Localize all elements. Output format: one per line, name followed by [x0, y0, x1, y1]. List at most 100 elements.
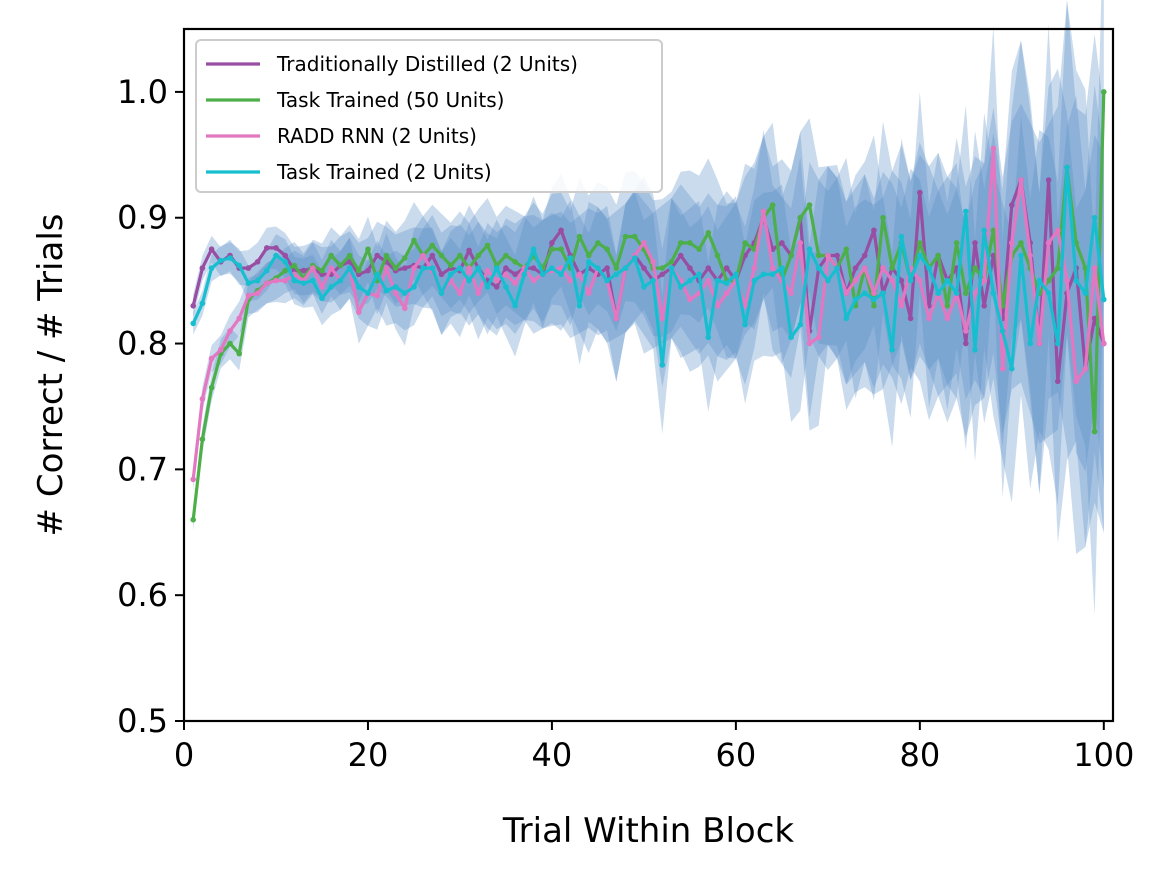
data-point: [227, 255, 233, 261]
data-point: [659, 271, 666, 278]
data-point: [208, 265, 215, 271]
series-3: [190, 164, 1107, 372]
data-point: [273, 252, 279, 259]
data-point: [319, 284, 325, 290]
data-point: [861, 265, 868, 271]
data-point: [733, 271, 739, 278]
data-point: [1009, 240, 1015, 246]
data-point: [871, 227, 877, 234]
data-point: [576, 303, 583, 309]
data-point: [484, 267, 491, 274]
data-point: [1091, 428, 1098, 435]
data-point: [466, 247, 472, 254]
data-point: [1082, 290, 1089, 297]
data-point: [356, 309, 362, 315]
data-point: [953, 290, 960, 297]
data-point: [963, 290, 969, 297]
data-point: [852, 265, 859, 271]
confidence-band-series-1: [193, 0, 1104, 616]
data-point: [705, 265, 712, 271]
data-point: [254, 290, 261, 297]
data-point: [558, 227, 564, 234]
data-point: [797, 240, 804, 246]
data-point: [917, 252, 923, 259]
data-point: [291, 262, 298, 269]
data-point: [714, 252, 721, 259]
data-point: [208, 355, 215, 362]
data-point: [585, 290, 592, 297]
data-point: [871, 290, 877, 297]
data-point: [723, 280, 730, 287]
x-tick-label: 100: [1073, 736, 1134, 774]
data-point: [972, 265, 978, 271]
data-point: [199, 436, 206, 443]
data-point: [650, 259, 656, 265]
data-point: [466, 277, 472, 284]
data-point: [714, 303, 721, 309]
data-point: [484, 242, 491, 249]
data-point: [402, 290, 408, 297]
legend: Traditionally Distilled (2 Units) Task Tr…: [195, 39, 663, 193]
data-point: [797, 321, 804, 328]
data-point: [1101, 89, 1107, 95]
data-point: [291, 277, 298, 284]
data-point: [264, 245, 270, 251]
data-point: [622, 265, 629, 271]
data-point: [1027, 340, 1033, 347]
legend-entry: Traditionally Distilled (2 Units): [206, 52, 578, 76]
data-point: [208, 246, 215, 252]
data-point: [788, 334, 794, 341]
data-point: [797, 214, 804, 221]
x-tick-label: 60: [716, 736, 757, 774]
data-point: [585, 252, 592, 259]
data-point: [420, 265, 426, 271]
data-point: [944, 277, 951, 284]
data-point: [254, 277, 261, 284]
data-point: [880, 214, 886, 221]
series-line-3: [191, 165, 1106, 371]
data-point: [512, 303, 518, 309]
data-point: [990, 290, 997, 297]
data-point: [769, 271, 776, 278]
data-point: [567, 255, 574, 261]
data-point: [503, 284, 509, 290]
data-point: [972, 347, 978, 353]
data-point: [705, 277, 712, 284]
data-point: [374, 252, 381, 259]
data-point: [328, 284, 335, 290]
data-point: [1055, 378, 1061, 385]
data-point: [1045, 290, 1052, 297]
data-point: [549, 265, 555, 271]
legend-label: Task Trained (50 Units): [276, 88, 504, 112]
data-point: [990, 227, 997, 234]
data-point: [779, 240, 785, 246]
data-point: [935, 290, 941, 297]
data-point: [438, 290, 445, 297]
data-point: [677, 240, 684, 246]
data-point: [760, 208, 767, 215]
data-point: [972, 240, 978, 246]
data-point: [512, 271, 518, 278]
data-point: [687, 265, 693, 271]
data-point: [880, 290, 886, 297]
data-point: [659, 265, 666, 271]
data-point: [218, 257, 224, 264]
data-point: [457, 252, 463, 259]
data-point: [1064, 277, 1070, 284]
data-point: [392, 265, 399, 271]
data-point: [567, 277, 574, 284]
data-point: [659, 362, 666, 368]
data-point: [392, 284, 399, 290]
data-point: [558, 246, 564, 252]
data-point: [1091, 265, 1098, 271]
data-point: [475, 290, 482, 297]
data-point: [1045, 177, 1052, 183]
data-point: [328, 265, 335, 271]
data-point: [705, 334, 712, 341]
plot-frame: [182, 27, 1115, 723]
data-point: [834, 252, 840, 259]
data-point: [383, 265, 390, 271]
legend-label: Traditionally Distilled (2 Units): [276, 52, 578, 76]
